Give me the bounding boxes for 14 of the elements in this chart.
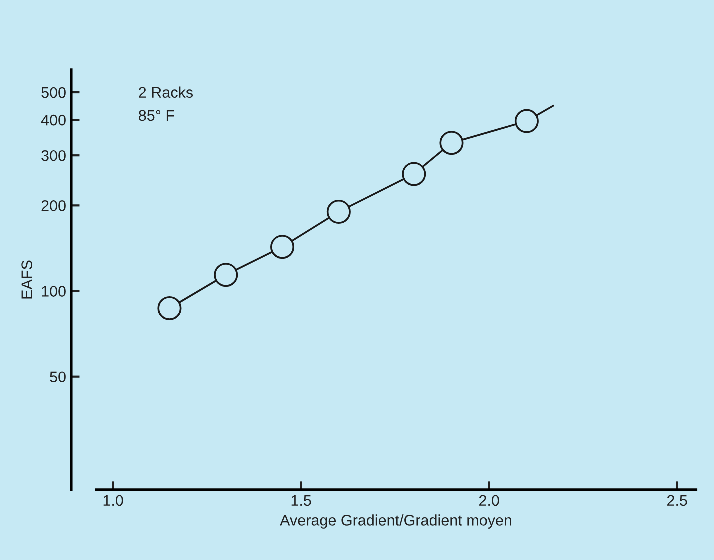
annotation: 85° F bbox=[139, 110, 174, 122]
y-tick-label: 50 bbox=[50, 372, 66, 383]
y-tick-label: 500 bbox=[42, 87, 66, 98]
y-tick-label: 300 bbox=[42, 150, 66, 162]
x-tick-label: 2.5 bbox=[668, 495, 688, 506]
x-tick-label: 1.0 bbox=[104, 495, 124, 506]
y-tick-label: 100 bbox=[42, 286, 66, 297]
x-tick-label: 2.0 bbox=[479, 495, 500, 506]
y-tick-label: 400 bbox=[41, 114, 66, 126]
x-tick-label: 1.5 bbox=[292, 495, 312, 506]
y-tick-label: 200 bbox=[42, 200, 66, 212]
y-axis-title: EAFS bbox=[22, 260, 32, 299]
x-axis-title: Average Gradient/Gradient moyen bbox=[280, 514, 512, 529]
annotation: 2 Racks bbox=[139, 86, 194, 98]
